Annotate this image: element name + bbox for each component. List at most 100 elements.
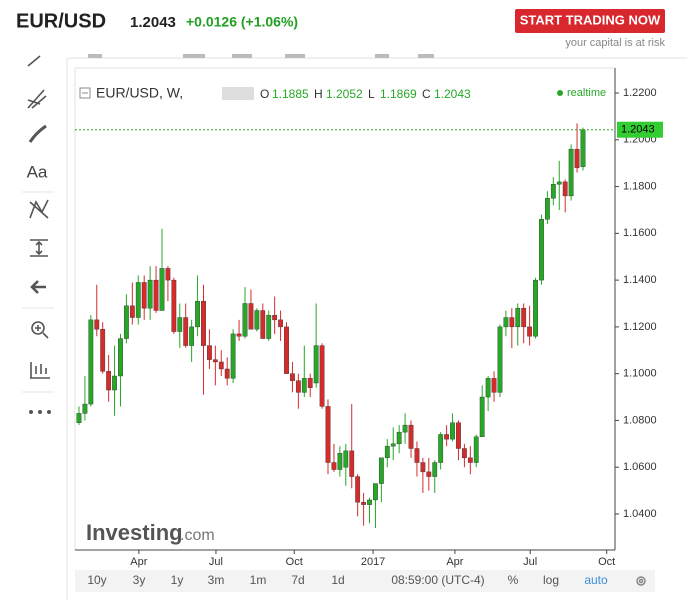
candle-body (355, 476, 361, 503)
candle-body (574, 148, 580, 169)
candle-body (165, 268, 171, 281)
option-button[interactable]: auto (584, 573, 608, 587)
candle-body (456, 422, 461, 449)
candle-body (284, 326, 289, 374)
candle-body (177, 317, 183, 332)
candle-body (171, 279, 177, 332)
y-tick-label: 1.1200 (623, 321, 657, 333)
candle-body (207, 345, 212, 360)
x-tick-label: Oct (598, 556, 615, 568)
range-button[interactable]: 1y (171, 573, 184, 587)
candle-body (266, 314, 272, 339)
candle-body (183, 317, 189, 346)
change: +0.0126 (+1.06%) (186, 14, 298, 30)
last-price-label: 1.2043 (621, 124, 655, 136)
candle-body (420, 462, 426, 473)
candle-body (343, 450, 349, 468)
ohlc-value: 1.2043 (434, 87, 471, 101)
candle-body (562, 181, 568, 197)
x-tick-label: Oct (286, 556, 303, 568)
candle-body (230, 333, 236, 379)
candle-body (313, 345, 319, 384)
top-toolbar-icons (88, 54, 434, 58)
candle-body (76, 413, 82, 423)
x-tick-label: 2017 (361, 556, 385, 568)
candle-body (118, 338, 123, 377)
candle-body (550, 184, 556, 199)
ohlc-value: 1.1885 (272, 87, 309, 101)
candle-body (539, 219, 544, 281)
candle-body (438, 434, 444, 463)
range-button[interactable]: 1m (250, 573, 267, 587)
y-tick-label: 1.1800 (623, 180, 657, 192)
candle-body (384, 445, 390, 459)
candle-body (444, 434, 450, 440)
settings-icon[interactable] (636, 576, 646, 586)
candle-body (242, 303, 248, 337)
range-button[interactable]: 3m (208, 573, 225, 587)
collapse-icon[interactable] (79, 87, 91, 99)
text-tool[interactable]: Aa (27, 162, 48, 181)
left-toolbar-icons (27, 55, 50, 379)
x-tick-label: Jul (209, 556, 223, 568)
ohlc-letter: O (260, 87, 269, 101)
ohlc-letter: L (368, 87, 375, 101)
candle-body (556, 181, 562, 185)
candle-body (479, 396, 485, 438)
symbol: EUR/USD (16, 10, 106, 32)
candle-body (378, 457, 384, 484)
candle-body (426, 471, 432, 477)
candle-body (503, 317, 509, 328)
range-button[interactable]: 7d (291, 573, 304, 587)
candle-body (390, 443, 396, 447)
candle-body (106, 371, 112, 391)
symbol-label: EUR/USD, W, (96, 85, 183, 101)
candle-body (201, 300, 206, 346)
x-tick-label: Apr (130, 556, 147, 568)
y-tick-label: 1.1600 (623, 227, 657, 239)
button-label[interactable]: START TRADING NOW (520, 12, 661, 27)
range-button[interactable]: 3y (133, 573, 146, 587)
candle-body (224, 368, 230, 379)
candle-body (408, 424, 414, 449)
range-button[interactable]: 1d (331, 573, 344, 587)
watermark: Investing (86, 520, 183, 545)
candle-body (141, 282, 147, 309)
candle-body (497, 326, 503, 393)
y-tick-label: 1.1000 (623, 368, 657, 380)
candle-body (580, 129, 586, 167)
start-trading-button[interactable] (515, 9, 665, 33)
candle-body (295, 380, 301, 393)
ohlc-value: 1.1869 (380, 87, 417, 101)
candle-body (527, 326, 533, 337)
candle-body (491, 378, 497, 393)
candle-body (367, 499, 372, 505)
candle-body (450, 422, 455, 440)
legend-icons[interactable] (222, 87, 254, 100)
x-tick-label: Jul (523, 556, 537, 568)
candle-body (290, 373, 295, 381)
candle-body (307, 378, 313, 388)
x-tick-label: Apr (446, 556, 463, 568)
bottom-bar (75, 570, 655, 592)
candle-body (212, 359, 218, 363)
candle-body (473, 436, 479, 463)
option-button[interactable]: % (508, 573, 519, 587)
candle-body (521, 307, 527, 328)
option-button[interactable]: log (543, 573, 559, 587)
candle-body (147, 279, 153, 309)
y-tick-label: 1.0800 (623, 414, 657, 426)
y-tick-label: 1.1400 (623, 274, 657, 286)
realtime: realtime (567, 87, 606, 99)
candle-body (129, 305, 135, 318)
candle-body (325, 406, 331, 463)
more-icon[interactable] (29, 410, 51, 414)
candle-body (301, 378, 307, 393)
candle-body (461, 448, 467, 459)
candle-body (112, 375, 117, 391)
range-button[interactable]: 10y (87, 573, 106, 587)
candle-body (218, 361, 224, 370)
candle-body (135, 282, 141, 318)
ohlc-value: 1.2052 (326, 87, 363, 101)
